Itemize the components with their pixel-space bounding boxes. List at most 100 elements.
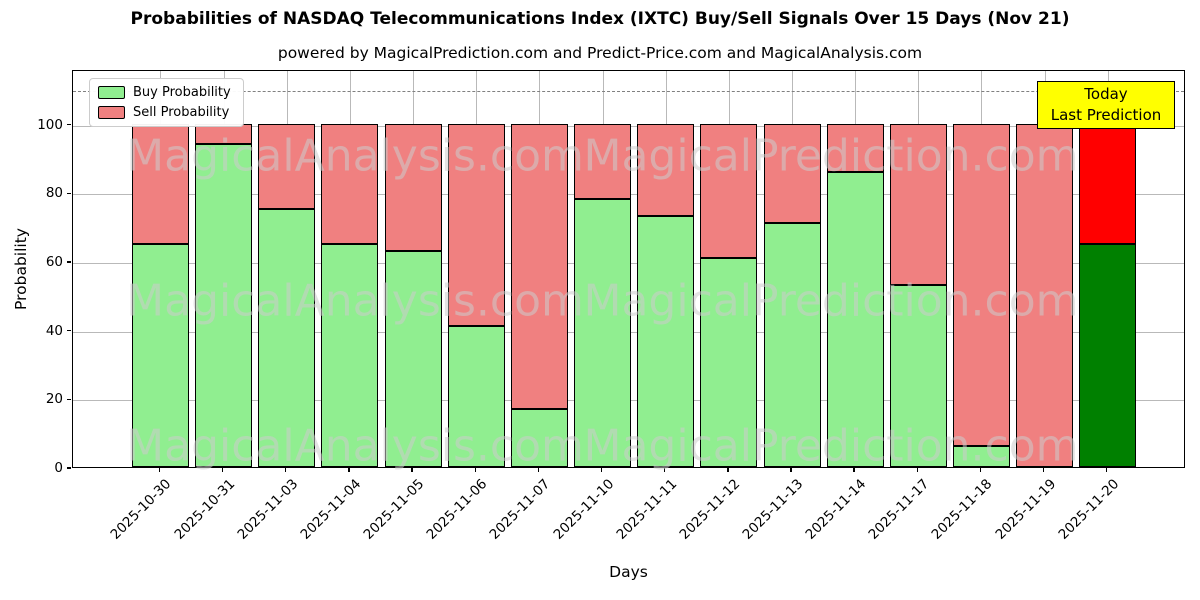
page-subtitle: powered by MagicalPrediction.com and Pre… bbox=[277, 44, 923, 62]
x-tick-mark bbox=[221, 468, 224, 472]
today-annotation: Today Last Prediction bbox=[1037, 81, 1175, 129]
plot-area: MagicalAnalysis.com MagicalPrediction.com… bbox=[72, 70, 1185, 472]
x-tick-mark bbox=[1042, 468, 1045, 472]
bar-group bbox=[321, 71, 379, 467]
y-tick-label: 20 bbox=[45, 391, 63, 408]
bar-buy-segment bbox=[889, 285, 947, 467]
bar-buy-segment bbox=[510, 408, 568, 467]
bar-group bbox=[637, 71, 695, 467]
x-tick-mark bbox=[474, 468, 476, 472]
x-tick-label: 2025-11-11 bbox=[613, 476, 680, 543]
bar-sell-segment bbox=[952, 123, 1010, 447]
legend-label: Buy Probability bbox=[133, 85, 231, 100]
x-tick-mark bbox=[979, 468, 982, 472]
x-tick-label: 2025-11-14 bbox=[802, 476, 870, 543]
bar-sell-segment bbox=[574, 123, 632, 200]
bar-group bbox=[763, 71, 821, 467]
x-tick-label: 2025-11-18 bbox=[928, 476, 996, 543]
bar-buy-segment bbox=[574, 199, 632, 467]
y-tick-label: 60 bbox=[45, 253, 63, 270]
bar-group bbox=[384, 71, 442, 467]
bar-sell-segment bbox=[510, 123, 568, 409]
today-annotation-line1: Today bbox=[1084, 85, 1128, 103]
x-tick-label: 2025-10-31 bbox=[171, 476, 238, 543]
bar-group bbox=[195, 71, 253, 467]
x-tick-label: 2025-11-06 bbox=[423, 476, 491, 543]
bar-buy-segment bbox=[637, 216, 695, 467]
today-annotation-line2: Last Prediction bbox=[1050, 106, 1162, 124]
bar-group bbox=[447, 71, 505, 467]
y-tick-label: 40 bbox=[45, 322, 63, 339]
bar-group bbox=[131, 71, 189, 467]
bar-buy-segment bbox=[826, 171, 884, 467]
x-tick-mark bbox=[916, 468, 918, 472]
legend-item: Sell Probability bbox=[98, 105, 231, 120]
bar-buy-segment bbox=[258, 209, 316, 467]
y-axis-label: Probability bbox=[12, 228, 30, 310]
x-tick-label: 2025-11-04 bbox=[297, 476, 365, 543]
y-tick-mark bbox=[67, 329, 71, 332]
legend-item: Buy Probability bbox=[98, 85, 231, 100]
x-axis-label: Days bbox=[609, 563, 648, 581]
y-tick-mark bbox=[67, 261, 71, 263]
x-tick-mark bbox=[1106, 468, 1108, 472]
bar-sell-segment bbox=[447, 123, 505, 327]
bar-buy-segment bbox=[131, 243, 189, 467]
x-tick-label: 2025-11-13 bbox=[739, 476, 807, 543]
legend-swatch bbox=[98, 106, 125, 119]
bar-sell-segment bbox=[258, 123, 316, 210]
bar-buy-segment bbox=[763, 223, 821, 467]
bar-group bbox=[258, 71, 316, 467]
bar-group bbox=[510, 71, 568, 467]
bar-sell-segment bbox=[763, 123, 821, 224]
x-tick-label: 2025-11-03 bbox=[234, 476, 302, 543]
x-tick-mark bbox=[600, 468, 603, 472]
bar-sell-segment bbox=[384, 123, 442, 251]
y-tick-mark bbox=[67, 192, 71, 194]
bar-sell-segment bbox=[889, 123, 947, 285]
y-tick-label: 0 bbox=[54, 460, 63, 476]
bar-group bbox=[700, 71, 758, 467]
x-tick-mark bbox=[158, 468, 161, 472]
y-tick-label: 80 bbox=[45, 185, 63, 202]
x-tick-label: 2025-11-05 bbox=[360, 476, 428, 543]
x-tick-label: 2025-11-12 bbox=[676, 476, 744, 543]
bar-buy-segment bbox=[384, 250, 442, 467]
legend-label: Sell Probability bbox=[133, 105, 230, 120]
bar-sell-segment bbox=[700, 123, 758, 258]
bar-sell-segment bbox=[131, 123, 189, 244]
bar-buy-segment bbox=[447, 326, 505, 467]
x-tick-mark bbox=[411, 468, 413, 472]
bar-sell-segment bbox=[1016, 123, 1074, 467]
y-tick-label: 100 bbox=[37, 116, 63, 133]
bar-group bbox=[826, 71, 884, 467]
x-tick-label: 2025-11-07 bbox=[486, 476, 554, 543]
x-tick-label: 2025-11-19 bbox=[992, 476, 1059, 543]
bar-group bbox=[1016, 71, 1074, 467]
bar-sell-segment bbox=[637, 123, 695, 217]
bar-group bbox=[574, 71, 632, 467]
bar-sell-segment bbox=[1079, 123, 1137, 244]
x-tick-mark bbox=[537, 468, 540, 472]
x-tick-mark bbox=[348, 468, 350, 472]
dashed-threshold-line bbox=[73, 91, 1184, 93]
bar-group bbox=[952, 71, 1010, 467]
y-tick-mark bbox=[67, 398, 71, 400]
bar-sell-segment bbox=[826, 123, 884, 172]
page-title: Probabilities of NASDAQ Telecommunicatio… bbox=[130, 9, 1070, 29]
x-tick-mark bbox=[790, 468, 792, 472]
bar-buy-segment bbox=[700, 257, 758, 467]
legend: Buy Probability Sell Probability bbox=[89, 78, 244, 127]
x-tick-mark bbox=[727, 468, 729, 472]
y-tick-mark bbox=[67, 123, 71, 126]
bar-group bbox=[889, 71, 947, 467]
x-tick-mark bbox=[853, 468, 855, 472]
x-tick-mark bbox=[663, 468, 666, 472]
x-tick-mark bbox=[285, 468, 287, 472]
bar-buy-segment bbox=[1079, 243, 1137, 467]
bar-buy-segment bbox=[952, 446, 1010, 467]
x-tick-label: 2025-11-17 bbox=[865, 476, 933, 543]
bar-buy-segment bbox=[195, 144, 253, 467]
legend-swatch bbox=[98, 86, 125, 99]
